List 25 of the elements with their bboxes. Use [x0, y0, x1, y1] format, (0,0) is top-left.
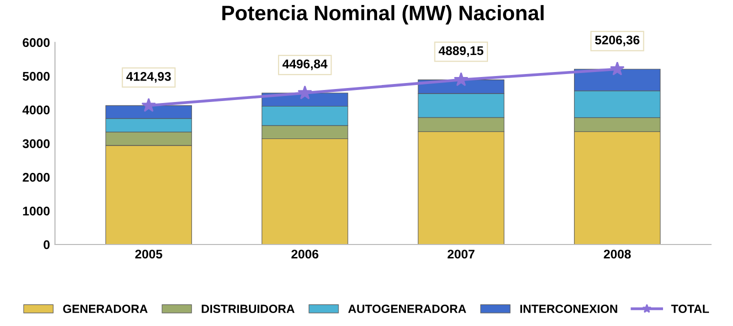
data-label: 5206,36	[595, 36, 640, 46]
data-label: 4124,93	[126, 72, 171, 83]
point	[610, 61, 625, 76]
x-tick-label: 2008	[604, 250, 631, 259]
legend-label: AUTOGENERADORA	[348, 304, 466, 314]
y-tick-label: 5000	[22, 72, 50, 81]
point	[454, 72, 468, 86]
legend-label: TOTAL	[671, 304, 709, 314]
y-tick-label: 0	[44, 240, 50, 250]
x-tick-label: 2006	[291, 250, 318, 259]
data-label: 4889,15	[438, 46, 484, 57]
legend-label: GENERADORA	[63, 304, 148, 314]
data-label: 4496,84	[282, 59, 328, 70]
y-tick-label: 3000	[22, 139, 50, 148]
y-tick-label: 6000	[22, 38, 50, 48]
y-tick-label: 1000	[23, 206, 50, 216]
legend-label: DISTRIBUIDORA	[202, 304, 294, 314]
x-tick-label: 2005	[135, 250, 162, 259]
point	[141, 98, 156, 112]
y-tick-label: 2000	[22, 172, 50, 182]
y-tick-label: 4000	[22, 106, 50, 114]
point	[298, 85, 312, 100]
legend-label: INTERCONEXION	[520, 304, 618, 314]
x-tick-label: 2007	[448, 250, 474, 259]
chart-title: Potencia Nominal (MW) Nacional	[222, 5, 544, 24]
